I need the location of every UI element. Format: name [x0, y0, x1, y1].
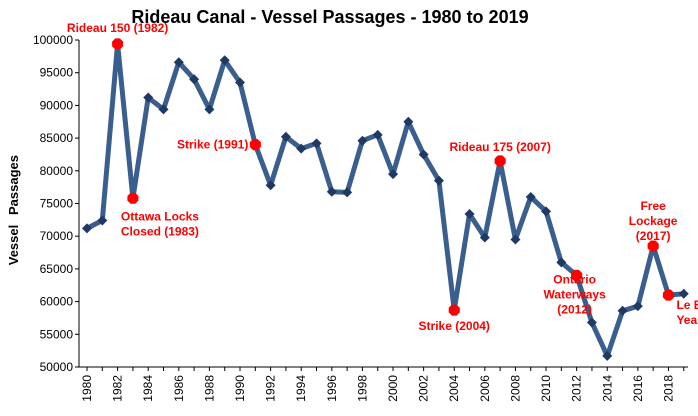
- x-axis: 1980 1982 1984 1986 1988 1990 1992 1994 1996 1998…: [80, 367, 685, 402]
- x-tick-label: 2002: [417, 375, 431, 402]
- x-tick-label: 2012: [570, 375, 584, 402]
- data-point: [204, 104, 215, 115]
- y-tick-label: 90000: [40, 98, 74, 112]
- chart-title: Rideau Canal - Vessel Passages - 1980 to…: [131, 7, 528, 27]
- annotation-label: Rideau 175 (2007): [449, 140, 550, 154]
- annotation-label: Waterways: [544, 287, 607, 301]
- highlight-point: [127, 192, 139, 204]
- highlight-point: [647, 240, 659, 252]
- data-point: [541, 206, 552, 217]
- annotation-label: (2017): [636, 229, 671, 243]
- data-point: [326, 186, 337, 197]
- data-point: [556, 257, 567, 268]
- annotation-label: Lockage: [629, 214, 678, 228]
- data-point: [280, 131, 291, 142]
- data-point: [143, 92, 154, 103]
- annotation-label: Year 1: [676, 313, 698, 327]
- x-tick-label: 2000: [386, 375, 400, 402]
- data-point: [464, 208, 475, 219]
- x-tick-label: 2018: [661, 375, 675, 402]
- x-tick-label: 2010: [539, 375, 553, 402]
- data-point: [632, 301, 643, 312]
- series-vessel-passages: [82, 38, 689, 361]
- data-point: [189, 74, 200, 85]
- data-point: [418, 149, 429, 160]
- data-point: [97, 215, 108, 226]
- data-point: [342, 187, 353, 198]
- x-tick-label: 1998: [355, 375, 369, 402]
- data-point: [357, 135, 368, 146]
- x-tick-label: 1992: [264, 375, 278, 402]
- data-point: [602, 350, 613, 361]
- highlight-point: [662, 289, 674, 301]
- highlight-point: [448, 304, 460, 316]
- data-point: [296, 143, 307, 154]
- data-point: [158, 104, 169, 115]
- y-axis-label-vessel: Vessel: [6, 225, 21, 266]
- data-point: [173, 57, 184, 68]
- y-tick-label: 65000: [40, 262, 74, 276]
- annotation-label: Free: [640, 199, 666, 213]
- y-axis-label-passages: Passages: [6, 155, 21, 215]
- annotation-label: Le Boat: [676, 298, 698, 312]
- y-tick-label: 85000: [40, 131, 74, 145]
- x-tick-label: 2004: [447, 375, 461, 402]
- data-point: [617, 305, 628, 316]
- x-tick-label: 1986: [172, 375, 186, 402]
- data-point: [311, 138, 322, 149]
- series-line: [84, 41, 687, 359]
- data-point: [510, 234, 521, 245]
- data-point: [82, 223, 92, 234]
- annotation-label: Ottawa Locks: [121, 209, 199, 223]
- data-point: [586, 317, 597, 328]
- highlight-point: [249, 139, 261, 151]
- data-point: [219, 55, 230, 66]
- annotation-label: Closed (1983): [121, 224, 199, 238]
- data-point: [678, 288, 689, 299]
- y-axis: 50000 55000 60000 65000 70000 75000 80000 85000…: [33, 33, 79, 374]
- data-point: [479, 232, 490, 243]
- x-tick-label: 1982: [111, 375, 125, 402]
- y-tick-label: 80000: [40, 164, 74, 178]
- annotation-label: Ontario: [553, 272, 596, 286]
- annotation-label: Strike (1991): [177, 138, 248, 152]
- highlight-point: [112, 38, 124, 50]
- y-tick-label: 50000: [40, 360, 74, 374]
- data-point: [235, 77, 246, 88]
- data-point: [433, 175, 444, 186]
- data-point: [403, 116, 414, 127]
- x-tick-label: 2016: [631, 375, 645, 402]
- x-tick-label: 2014: [600, 375, 614, 402]
- x-tick-label: 2006: [478, 375, 492, 402]
- y-tick-label: 55000: [40, 327, 74, 341]
- annotation-label: (2012): [557, 302, 592, 316]
- data-point: [265, 180, 276, 191]
- x-tick-label: 1996: [325, 375, 339, 402]
- x-tick-label: 1988: [202, 375, 216, 402]
- x-tick-label: 2008: [508, 375, 522, 402]
- x-tick-label: 1994: [294, 375, 308, 402]
- highlight-point: [571, 269, 583, 281]
- y-tick-label: 60000: [40, 295, 74, 309]
- y-tick-label: 70000: [40, 229, 74, 243]
- x-tick-label: 1980: [80, 375, 94, 402]
- y-axis-label: Vessel Passages: [6, 155, 21, 265]
- x-tick-label: 1984: [141, 375, 155, 402]
- annotation-label: Rideau 150 (1982): [67, 21, 168, 35]
- y-tick-label: 75000: [40, 197, 74, 211]
- annotation-label: Strike (2004): [419, 319, 490, 333]
- data-point: [372, 129, 383, 140]
- y-tick-label: 100000: [33, 33, 73, 47]
- highlight-point: [494, 155, 506, 167]
- data-point: [388, 169, 399, 180]
- y-tick-label: 95000: [40, 66, 74, 80]
- x-tick-label: 1990: [233, 375, 247, 402]
- data-point: [525, 191, 536, 202]
